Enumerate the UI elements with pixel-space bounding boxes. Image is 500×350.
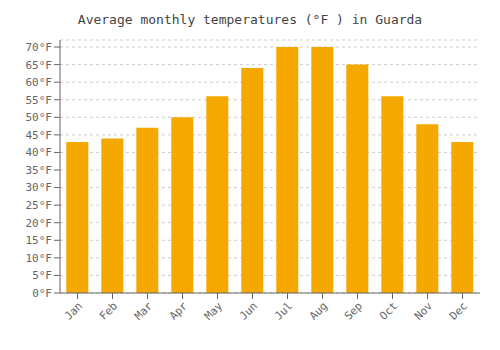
- svg-text:30°F: 30°F: [26, 181, 53, 194]
- html-text:Average monthly temperatures (: Average monthly temperatures (°F ) in Gu…: [77, 12, 423, 27]
- svg-text:Aug: Aug: [307, 299, 330, 322]
- svg-text:60°F: 60°F: [26, 76, 53, 89]
- svg-text:20°F: 20°F: [26, 217, 53, 230]
- svg-text:Jan: Jan: [62, 299, 85, 322]
- svg-text:55°F: 55°F: [26, 94, 53, 107]
- svg-text:Mar: Mar: [132, 299, 156, 323]
- svg-text:5°F: 5°F: [32, 269, 52, 282]
- svg-text:0°F: 0°F: [32, 287, 52, 300]
- svg-text:Apr: Apr: [167, 299, 191, 323]
- svg-text:70°F: 70°F: [26, 41, 53, 54]
- svg-text:35°F: 35°F: [26, 164, 53, 177]
- svg-text:Oct: Oct: [377, 299, 400, 322]
- svg-text:65°F: 65°F: [26, 59, 53, 72]
- svg-text:Jul: Jul: [272, 299, 295, 322]
- svg-text:May: May: [202, 299, 226, 323]
- svg-text:Sep: Sep: [342, 299, 365, 322]
- svg-text:15°F: 15°F: [26, 234, 53, 247]
- svg-text:Feb: Feb: [97, 299, 120, 322]
- svg-text:Nov: Nov: [412, 299, 436, 323]
- svg-text:45°F: 45°F: [26, 129, 53, 142]
- svg-text:Dec: Dec: [447, 299, 470, 322]
- svg-text:10°F: 10°F: [26, 252, 53, 265]
- svg-text:Jun: Jun: [237, 299, 260, 322]
- svg-text:50°F: 50°F: [26, 111, 53, 124]
- svg-text:25°F: 25°F: [26, 199, 53, 212]
- svg-text:40°F: 40°F: [26, 146, 53, 159]
